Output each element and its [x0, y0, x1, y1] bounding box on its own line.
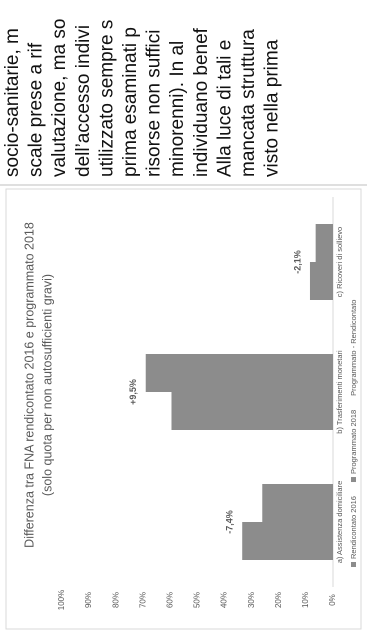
- legend-label: Programmato - Rendicontato: [349, 300, 358, 396]
- y-tick-label: 90%: [84, 592, 93, 608]
- bar: [315, 224, 334, 262]
- text-line: visto nella prima: [262, 39, 283, 177]
- document-text: socio-sanitarie, m scale prese a rif valut…: [2, 19, 283, 177]
- chart-frame: [5, 188, 362, 630]
- y-tick-label: 30%: [247, 592, 256, 608]
- text-line: prima esaminati p: [120, 27, 141, 177]
- text-line: socio-sanitarie, m: [2, 28, 23, 177]
- data-label: -7,4%: [225, 510, 235, 534]
- y-tick-label: 50%: [193, 592, 202, 608]
- y-tick-label: 20%: [274, 592, 283, 608]
- y-tick-label: 60%: [166, 592, 175, 608]
- x-tick-label: b) Trasferimenti monetari: [335, 350, 344, 434]
- data-label: -2,1%: [292, 250, 302, 274]
- text-line: minorenni). In al: [167, 41, 188, 177]
- rotated-page: Differenza tra FNA rendicontato 2016 e p…: [0, 19, 367, 630]
- text-line: mancata struttura: [238, 29, 259, 177]
- y-tick-label: 10%: [301, 592, 310, 608]
- legend-label: Rendicontato 2016: [349, 496, 358, 559]
- bar: [309, 262, 333, 300]
- y-tick-label: 40%: [220, 592, 229, 608]
- bar: [171, 392, 333, 430]
- y-tick-label: 0%: [328, 594, 337, 606]
- bar: [242, 522, 333, 560]
- legend-swatch: [351, 562, 356, 567]
- chart-subtitle: (solo quota per non autosufficienti grav…: [40, 274, 54, 496]
- legend-label: Programmato 2018: [349, 410, 358, 474]
- y-tick-label: 100%: [57, 590, 66, 610]
- text-line: Alla luce di tali e: [214, 40, 235, 177]
- legend-swatch: [351, 477, 356, 483]
- data-label: +9,5%: [128, 379, 138, 405]
- bar: [145, 354, 333, 392]
- text-line: risorse non suffici: [144, 30, 165, 178]
- x-tick-label: a) Assistenza domiciliare: [335, 481, 344, 564]
- y-tick-label: 70%: [138, 592, 147, 608]
- bar: [262, 484, 334, 522]
- y-tick-label: 80%: [111, 592, 120, 608]
- text-line: dell’accesso indivi: [73, 25, 94, 177]
- text-line: scale prese a rif: [26, 42, 47, 177]
- chart-title: Differenza tra FNA rendicontato 2016 e p…: [22, 222, 36, 548]
- text-line: valutazione, ma so: [49, 19, 70, 177]
- text-line: utilizzato sempre s: [96, 20, 117, 177]
- text-line: individuano benef: [191, 27, 212, 177]
- x-tick-label: c) Ricoveri di sollievo: [335, 227, 344, 297]
